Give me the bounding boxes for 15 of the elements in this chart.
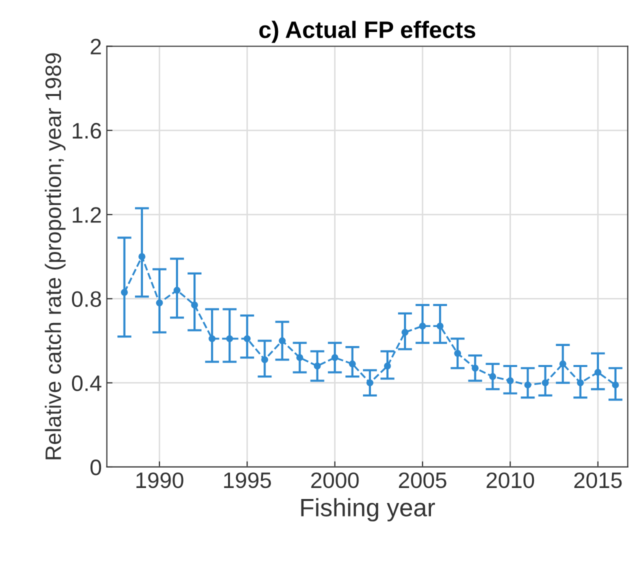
y-tick-label: 0 <box>90 460 102 476</box>
y-tick-label: 0.8 <box>72 291 102 307</box>
x-tick-label: 2000 <box>311 472 359 488</box>
y-tick-label: 1.2 <box>72 207 101 223</box>
x-tick-label: 2005 <box>398 472 446 488</box>
x-tick-label: 2015 <box>574 472 622 488</box>
x-axis-title: Fishing year <box>301 498 435 522</box>
y-tick-label: 0.4 <box>72 375 102 392</box>
x-tick-label: 1995 <box>224 472 271 488</box>
y-tick-label: 1.6 <box>72 122 102 139</box>
x-tick-label: 2010 <box>486 472 534 488</box>
chart-title: c) Actual FP effects <box>259 20 476 43</box>
y-tick-label: 2 <box>90 38 101 54</box>
x-tick-label: 1990 <box>136 472 184 488</box>
y-axis-title: Relative catch rate (proportion; year 1989 <box>44 53 66 460</box>
